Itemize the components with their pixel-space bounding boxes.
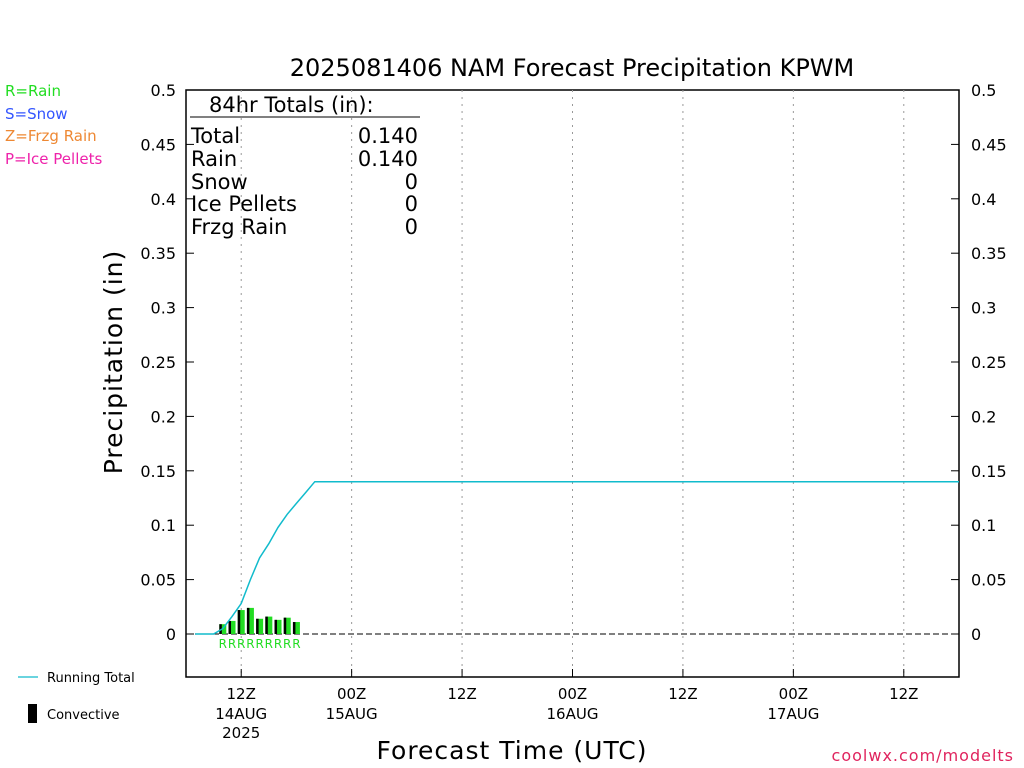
x-tick-label: 12Z xyxy=(889,685,918,703)
y-tick-label-right: 0.05 xyxy=(971,571,1007,590)
series-legend: Running Total Convective xyxy=(18,671,135,723)
totals-label-snow: Snow xyxy=(191,170,248,194)
precip-type-marker: R xyxy=(246,637,254,651)
y-axis-label: Precipitation (in) xyxy=(99,250,128,475)
precip-type-marker: R xyxy=(265,637,273,651)
convective-bar xyxy=(228,620,232,634)
x-tick-year: 2025 xyxy=(222,724,260,742)
totals-label-ice-pellets: Ice Pellets xyxy=(191,192,297,216)
y-tick-label-right: 0 xyxy=(971,625,981,644)
totals-box: 84hr Totals (in): Total 0.140 Rain 0.140… xyxy=(190,93,420,239)
legend-rain: R=Rain xyxy=(5,82,61,100)
totals-heading: 84hr Totals (in): xyxy=(209,93,374,117)
y-tick-label-right: 0.5 xyxy=(971,81,996,100)
x-tick-label: 12Z xyxy=(668,685,697,703)
y-tick-label-right: 0.1 xyxy=(971,516,996,535)
totals-value-rain: 0.140 xyxy=(358,147,418,171)
y-axis-ticks: 0.5 0.5 0.45 0.45 0.4 0.4 0.35 0.35 0.3 0.3 0.25 0.… xyxy=(140,81,1006,644)
y-tick-label-left: 0 xyxy=(166,625,176,644)
precip-type-marker: R xyxy=(255,637,263,651)
convective-bar xyxy=(292,622,296,634)
y-tick-label-right: 0.45 xyxy=(971,135,1007,154)
x-tick-label: 00Z xyxy=(779,685,808,703)
x-tick-label: 00Z xyxy=(337,685,366,703)
y-tick-label-left: 0.35 xyxy=(140,244,176,263)
precip-type-marker: R xyxy=(228,637,236,651)
x-tick-date: 16AUG xyxy=(547,705,599,723)
running-total-legend-label: Running Total xyxy=(47,671,135,686)
y-tick-label-right: 0.15 xyxy=(971,462,1007,481)
totals-value-snow: 0 xyxy=(405,170,418,194)
convective-bar xyxy=(265,616,268,634)
totals-value-total: 0.140 xyxy=(358,124,418,148)
precip-bar xyxy=(274,619,282,634)
legend-frzg-rain: Z=Frzg Rain xyxy=(5,127,97,145)
precip-bar xyxy=(228,620,236,634)
y-tick-label-right: 0.3 xyxy=(971,299,996,318)
precip-bar xyxy=(237,610,245,634)
precip-type-marker: R xyxy=(219,637,227,651)
x-axis-label: Forecast Time (UTC) xyxy=(377,736,648,765)
precip-type-marker: R xyxy=(283,637,291,651)
convective-legend-label: Convective xyxy=(47,708,120,723)
grid-lines xyxy=(186,90,959,677)
x-tick-date: 17AUG xyxy=(767,705,819,723)
convective-legend-swatch xyxy=(28,704,37,723)
precip-bar xyxy=(256,618,264,634)
legend-ice-pellets: P=Ice Pellets xyxy=(5,150,102,168)
precip-type-marker: R xyxy=(237,637,245,651)
totals-value-frzg-rain: 0 xyxy=(405,215,418,239)
y-tick-label-right: 0.25 xyxy=(971,353,1007,372)
totals-value-ice-pellets: 0 xyxy=(405,192,418,216)
precip-bar xyxy=(283,617,291,634)
x-tick-label: 12Z xyxy=(227,685,256,703)
totals-label-total: Total xyxy=(190,124,240,148)
totals-label-rain: Rain xyxy=(191,147,237,171)
running-total-series xyxy=(195,480,959,635)
x-tick-date: 14AUG xyxy=(215,705,267,723)
totals-label-frzg-rain: Frzg Rain xyxy=(191,215,287,239)
y-tick-label-left: 0.3 xyxy=(151,299,176,318)
x-tick-date: 15AUG xyxy=(326,705,378,723)
precip-bar xyxy=(246,607,254,634)
x-tick-label: 12Z xyxy=(447,685,476,703)
convective-bar xyxy=(283,617,287,634)
legend-snow: S=Snow xyxy=(5,105,68,123)
y-tick-label-left: 0.4 xyxy=(151,190,176,209)
y-tick-label-right: 0.2 xyxy=(971,407,996,426)
precip-bar xyxy=(292,622,300,634)
running-total-line xyxy=(195,480,959,635)
y-tick-label-left: 0.25 xyxy=(140,353,176,372)
y-tick-label-left: 0.1 xyxy=(151,516,176,535)
convective-bar xyxy=(274,619,278,634)
convective-bar xyxy=(237,610,241,634)
y-tick-label-left: 0.5 xyxy=(151,81,176,100)
y-tick-label-left: 0.45 xyxy=(140,135,176,154)
y-tick-label-left: 0.2 xyxy=(151,407,176,426)
credit-link[interactable]: coolwx.com/modelts xyxy=(832,746,1014,765)
convective-bar xyxy=(256,618,259,634)
precip-type-marker: R xyxy=(292,637,300,651)
precip-bar xyxy=(265,616,273,634)
x-tick-label: 00Z xyxy=(558,685,587,703)
y-tick-label-right: 0.35 xyxy=(971,244,1007,263)
y-tick-label-left: 0.15 xyxy=(140,462,176,481)
y-tick-label-left: 0.05 xyxy=(140,571,176,590)
chart-title: 2025081406 NAM Forecast Precipitation KP… xyxy=(290,54,855,82)
convective-bar xyxy=(246,607,250,634)
precip-type-legend: R=Rain S=Snow Z=Frzg Rain P=Ice Pellets xyxy=(5,82,102,168)
precip-type-marker: R xyxy=(274,637,282,651)
y-tick-label-right: 0.4 xyxy=(971,190,996,209)
